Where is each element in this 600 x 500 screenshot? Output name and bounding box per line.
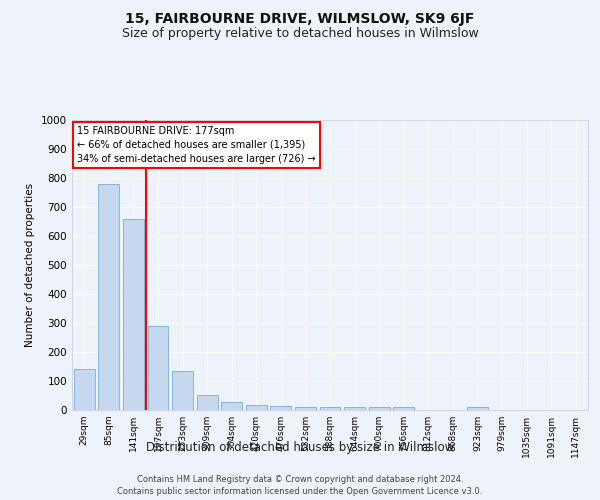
- Bar: [172, 371, 193, 410]
- Bar: [148, 326, 169, 410]
- Bar: [320, 407, 340, 410]
- Bar: [271, 406, 292, 410]
- Y-axis label: Number of detached properties: Number of detached properties: [25, 183, 35, 347]
- Bar: [295, 408, 316, 410]
- Bar: [98, 184, 119, 410]
- Text: Distribution of detached houses by size in Wilmslow: Distribution of detached houses by size …: [146, 441, 454, 454]
- Bar: [344, 407, 365, 410]
- Text: 15, FAIRBOURNE DRIVE, WILMSLOW, SK9 6JF: 15, FAIRBOURNE DRIVE, WILMSLOW, SK9 6JF: [125, 12, 475, 26]
- Bar: [393, 408, 414, 410]
- Bar: [368, 407, 389, 410]
- Text: Contains public sector information licensed under the Open Government Licence v3: Contains public sector information licen…: [118, 486, 482, 496]
- Bar: [74, 370, 95, 410]
- Bar: [123, 218, 144, 410]
- Text: Contains HM Land Registry data © Crown copyright and database right 2024.: Contains HM Land Registry data © Crown c…: [137, 474, 463, 484]
- Bar: [467, 407, 488, 410]
- Bar: [221, 402, 242, 410]
- Text: 15 FAIRBOURNE DRIVE: 177sqm
← 66% of detached houses are smaller (1,395)
34% of : 15 FAIRBOURNE DRIVE: 177sqm ← 66% of det…: [77, 126, 316, 164]
- Bar: [246, 405, 267, 410]
- Bar: [197, 394, 218, 410]
- Text: Size of property relative to detached houses in Wilmslow: Size of property relative to detached ho…: [122, 28, 478, 40]
